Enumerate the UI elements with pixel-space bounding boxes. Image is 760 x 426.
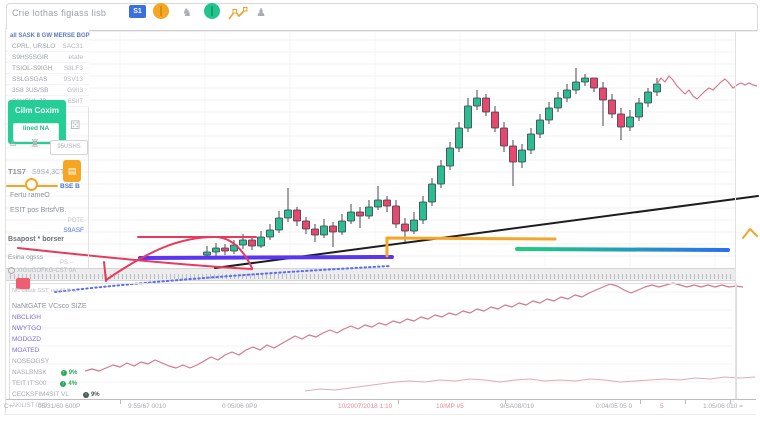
change-value: 9% — [68, 369, 78, 376]
buy-button[interactable]: Cilm Coxim lined NA → — [8, 100, 66, 144]
s1-badge-icon[interactable]: S1 — [129, 5, 146, 18]
radio-icon — [8, 267, 15, 274]
legend-row: 3S8 3US/SB G9II3 — [6, 85, 89, 96]
indicator-zigzag-icon[interactable] — [228, 7, 248, 21]
change-value: 4% — [68, 380, 78, 387]
dotted-blue[interactable] — [54, 265, 391, 293]
price-line — [656, 75, 758, 100]
toolbar-underline — [6, 31, 758, 32]
watchlist-muted: NOSEOGSY — [12, 358, 50, 365]
leverage-slider-knob[interactable] — [25, 178, 38, 191]
momentum-line — [84, 282, 744, 372]
watchlist-links: NBCLIGH NWYTGO MODGZD MOATED — [12, 314, 142, 354]
volume-ticks — [10, 274, 731, 279]
legend-value: 9SV13 — [63, 75, 83, 83]
legend-value: SAC31 — [62, 42, 83, 50]
setting-link[interactable]: S9ASF — [63, 227, 84, 234]
change-value: 9% — [90, 391, 100, 398]
legend-label: CPRL, URSLO — [12, 42, 56, 50]
watchlist-row-label: NASLBNSK — [12, 369, 47, 376]
time-axis-line — [6, 399, 756, 400]
order-type-label: lined NA — [22, 125, 50, 132]
legend-header: all SASK 8 GW MERSE BGP — [10, 33, 90, 39]
flag-orange-right[interactable] — [742, 228, 758, 239]
watchlist-row: TEIT IT'S00 ↑ 4% — [12, 380, 142, 387]
panel-side-icon[interactable]: ⚄ — [70, 118, 81, 132]
bottom-edge-line — [6, 414, 756, 415]
change-badge: ↑ 4% — [60, 380, 78, 387]
order-submit-button[interactable]: ▤ — [63, 160, 81, 182]
watchlist-title: NaNtGATE VCsco SIZE — [12, 303, 87, 310]
arrow-icon: → — [33, 131, 39, 137]
legend-rows: CPRL, URSLO SAC31 S9HS5SGIR etafe TSIOL-S9IG… — [6, 41, 89, 107]
setting-muted: POTE — [67, 218, 84, 224]
baseline — [304, 376, 756, 392]
price-axis-border — [735, 28, 736, 399]
watchlist-link[interactable]: MOATED — [12, 347, 40, 354]
buy-button-label: Cilm Coxim — [14, 106, 59, 115]
watchlist-row-label: TEIT IT'S00 — [12, 380, 47, 387]
watchlist-note: NC casstr SST' rsa NLP w — [12, 288, 77, 294]
watchlist-link[interactable]: MODGZD — [12, 336, 41, 343]
watchlist-link[interactable]: NWYTGO — [12, 325, 42, 332]
legend-row: S9HS5SGIR etafe — [6, 52, 89, 63]
quantity-field[interactable]: 95USHS — [50, 140, 88, 155]
window-title: Crie lothas figiass lisb — [12, 8, 107, 18]
watchlist-row: NASLBNSK ↑ 9% — [12, 369, 142, 376]
watchlist-row-label: CECKSFIM4SIT VL — [12, 391, 69, 398]
watchlist-rows: NASLBNSK ↑ 9% TEIT IT'S00 ↑ 4% CECKSFIM4SIT VL… — [12, 369, 142, 398]
legend-value: 6SII7 — [67, 97, 83, 105]
legend-row: TSIOL-S9IGH S8LF3 — [6, 63, 89, 74]
resistance-line-orange[interactable] — [385, 236, 557, 258]
snapshot-icon[interactable]: ♟ — [256, 7, 266, 19]
legend-label: SSLGSGAS — [12, 75, 48, 83]
ticket-amount: S9S4,3CT — [32, 169, 65, 176]
slider-caption: BSE B — [60, 183, 80, 190]
setting-small: Esina ogsss — [8, 254, 44, 261]
legend-row: CPRL, URSLO SAC31 — [6, 41, 89, 52]
legend-label: 3S8 3US/SB — [12, 86, 49, 94]
legend-value: S8LF3 — [63, 64, 83, 72]
setting-line-2: ESIT pos BrtsfVB. — [10, 207, 67, 214]
watchlist-footer: AKILIST ISIS — [12, 403, 48, 409]
change-badge: ↑ 9% — [60, 369, 78, 376]
ticket-code: T1S7 — [8, 167, 26, 176]
up-arrow-icon: ↑ — [60, 369, 67, 376]
orange-clock-icon[interactable] — [153, 3, 169, 19]
frame-left-border — [5, 28, 6, 415]
watchlist-row: CECKSFIM4SIT VL ↑ 9% — [12, 391, 142, 398]
legend-label: S9HS5SGIR — [12, 53, 49, 61]
up-arrow-icon: ↑ — [60, 380, 67, 387]
legend-panel-border — [88, 28, 89, 268]
legend-value: G9II3 — [67, 86, 83, 94]
order-type-pill[interactable]: lined NA → — [13, 123, 59, 142]
setting-small-right: PS.-- — [60, 260, 74, 266]
green-clock-icon[interactable] — [204, 3, 220, 19]
legend-panel: all SASK 8 GW MERSE BGP CPRL, URSLO SAC31… — [6, 29, 90, 107]
compare-icon[interactable]: ♞ — [182, 7, 192, 19]
watchlist-link[interactable]: NBCLIGH — [12, 314, 41, 321]
gradient-line[interactable] — [515, 247, 730, 252]
up-arrow-icon: ↑ — [82, 391, 89, 398]
volume-strip — [6, 268, 735, 281]
timezone-radio[interactable]: XIGUGOFKG-CST 0A — [8, 267, 76, 274]
watchlist-panel: NC casstr SST' rsa NLP w NaNtGATE VCsco … — [12, 288, 142, 409]
legend-label: TSIOL-S9IGH — [12, 64, 53, 72]
tick-red[interactable] — [103, 261, 107, 282]
alert-chip-icon[interactable] — [16, 278, 30, 289]
printer-icon[interactable]: ♜ — [30, 138, 40, 150]
setting-line-1: Fertu rameO — [10, 192, 50, 199]
legend-value: etafe — [68, 53, 83, 61]
legend-row: SSLGSGAS 9SV13 — [6, 74, 89, 85]
toolbar — [6, 3, 758, 31]
setting-bold: Bsapost * borser — [8, 236, 65, 243]
radio-label: XIGUGOFKG-CST 0A — [17, 268, 77, 275]
change-badge: ↑ 9% — [82, 391, 100, 398]
support-line-purple[interactable] — [138, 255, 394, 260]
pawn-icon[interactable]: ♙ — [9, 138, 18, 148]
